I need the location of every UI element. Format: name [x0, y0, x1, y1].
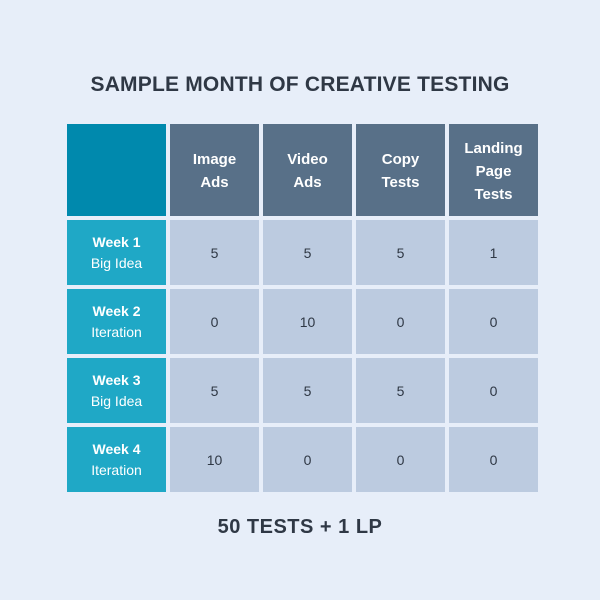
column-header-image-ads: Image Ads: [170, 124, 259, 216]
row-type-label: Big Idea: [90, 254, 143, 271]
table-cell: 0: [170, 289, 259, 354]
table-cell: 5: [263, 220, 352, 285]
table-cell: 1: [449, 220, 538, 285]
row-week-label: Week 4: [92, 440, 141, 457]
table-cell: 5: [170, 358, 259, 423]
table-corner: [67, 124, 166, 216]
row-type-label: Big Idea: [90, 392, 143, 409]
row-week-label: Week 2: [92, 302, 141, 319]
row-header-week-4: Week 4 Iteration: [67, 427, 166, 492]
table-cell: 0: [449, 289, 538, 354]
column-header-landing-page-tests: Landing Page Tests: [449, 124, 538, 216]
table-cell: 10: [170, 427, 259, 492]
row-type-label: Iteration: [91, 323, 142, 340]
testing-table: Image Ads Video Ads Copy Tests Landing P…: [67, 124, 538, 492]
row-week-label: Week 1: [92, 233, 141, 250]
table-cell: 5: [170, 220, 259, 285]
table-cell: 5: [356, 220, 445, 285]
row-header-week-2: Week 2 Iteration: [67, 289, 166, 354]
table-cell: 5: [263, 358, 352, 423]
table-cell: 0: [263, 427, 352, 492]
column-header-video-ads: Video Ads: [263, 124, 352, 216]
table-cell: 0: [449, 427, 538, 492]
table-cell: 10: [263, 289, 352, 354]
total-summary: 50 TESTS + 1 LP: [217, 516, 383, 538]
column-header-copy-tests: Copy Tests: [356, 124, 445, 216]
table-cell: 0: [356, 427, 445, 492]
table-cell: 0: [449, 358, 538, 423]
row-header-week-3: Week 3 Big Idea: [67, 358, 166, 423]
page-title: SAMPLE MONTH OF CREATIVE TESTING: [90, 73, 510, 96]
table-cell: 0: [356, 289, 445, 354]
row-header-week-1: Week 1 Big Idea: [67, 220, 166, 285]
row-type-label: Iteration: [91, 461, 142, 478]
row-week-label: Week 3: [92, 371, 141, 388]
table-cell: 5: [356, 358, 445, 423]
